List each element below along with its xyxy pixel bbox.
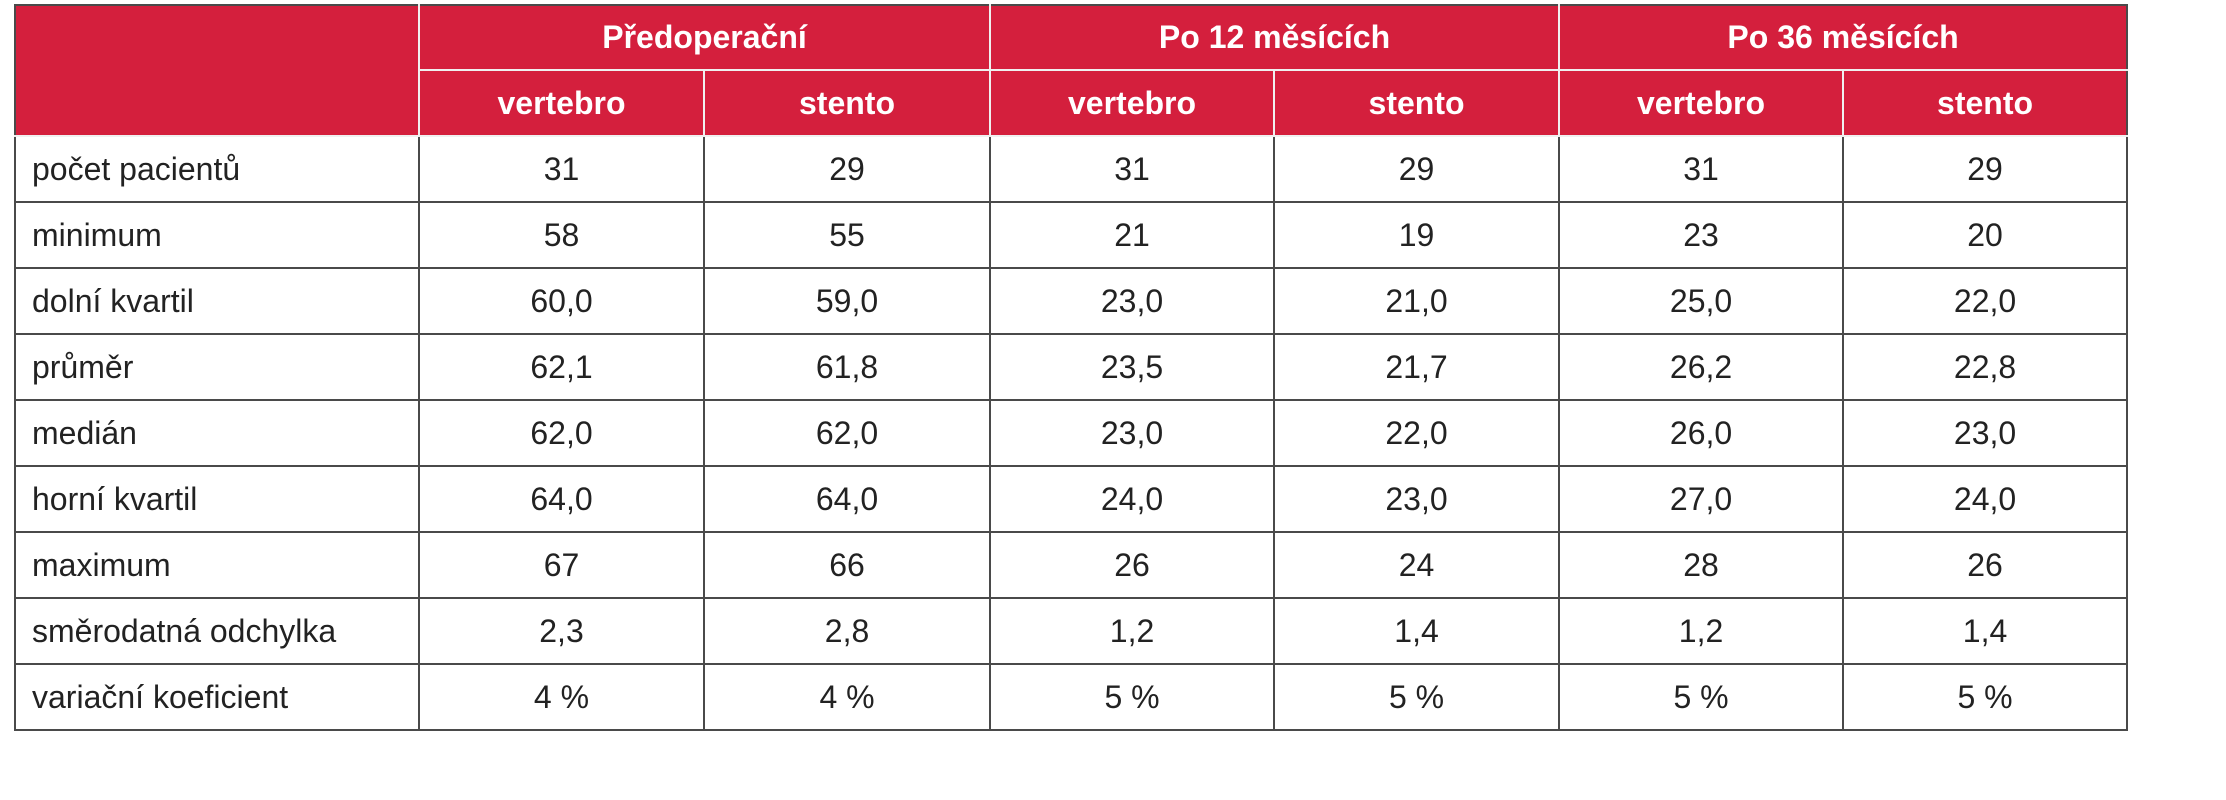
table-cell: 29 xyxy=(702,135,992,203)
row-label: variační koeficient xyxy=(14,663,420,731)
table-cell: 21 xyxy=(989,201,1276,269)
table-cell: 26,2 xyxy=(1558,333,1845,401)
table-cell: 26 xyxy=(989,531,1276,599)
table-cell: 64,0 xyxy=(418,465,705,533)
header-group-12-months: Po 12 měsících xyxy=(989,4,1561,71)
table-cell: 67 xyxy=(418,531,705,599)
table-cell: 23,5 xyxy=(989,333,1276,401)
table-cell: 22,0 xyxy=(1842,267,2129,335)
table-cell: 24,0 xyxy=(1842,465,2129,533)
table-cell: 21,0 xyxy=(1273,267,1561,335)
table-cell: 61,8 xyxy=(702,333,992,401)
table-cell: 59,0 xyxy=(702,267,992,335)
table-cell: 19 xyxy=(1273,201,1561,269)
row-label: horní kvartil xyxy=(14,465,420,533)
table-row: horní kvartil 64,0 64,0 24,0 23,0 27,0 24,0 xyxy=(14,465,2129,533)
table-cell: 5 % xyxy=(1558,663,1845,731)
table-cell: 26,0 xyxy=(1558,399,1845,467)
table-row: medián 62,0 62,0 23,0 22,0 26,0 23,0 xyxy=(14,399,2129,467)
table-cell: 31 xyxy=(1558,135,1845,203)
table-cell: 31 xyxy=(418,135,705,203)
table-cell: 62,0 xyxy=(418,399,705,467)
row-label: směrodatná odchylka xyxy=(14,597,420,665)
subheader-vertebro: vertebro xyxy=(989,69,1276,137)
table-cell: 5 % xyxy=(1842,663,2129,731)
row-label: průměr xyxy=(14,333,420,401)
table-cell: 2,8 xyxy=(702,597,992,665)
table-cell: 20 xyxy=(1842,201,2129,269)
row-label: počet pacientů xyxy=(14,135,420,203)
row-label: medián xyxy=(14,399,420,467)
table-cell: 23,0 xyxy=(989,267,1276,335)
subheader-stento: stento xyxy=(1842,69,2129,137)
table-row: průměr 62,1 61,8 23,5 21,7 26,2 22,8 xyxy=(14,333,2129,401)
table-cell: 21,7 xyxy=(1273,333,1561,401)
row-label: maximum xyxy=(14,531,420,599)
header-corner-cell xyxy=(14,4,420,137)
table-cell: 2,3 xyxy=(418,597,705,665)
table-cell: 1,2 xyxy=(989,597,1276,665)
table-cell: 22,0 xyxy=(1273,399,1561,467)
table-cell: 66 xyxy=(702,531,992,599)
table-cell: 5 % xyxy=(1273,663,1561,731)
table-cell: 27,0 xyxy=(1558,465,1845,533)
table-cell: 22,8 xyxy=(1842,333,2129,401)
table-cell: 24 xyxy=(1273,531,1561,599)
table-row: dolní kvartil 60,0 59,0 23,0 21,0 25,0 22,0 xyxy=(14,267,2129,335)
table-cell: 29 xyxy=(1273,135,1561,203)
table-row: variační koeficient 4 % 4 % 5 % 5 % 5 % 5 % xyxy=(14,663,2129,731)
subheader-row: vertebro stento vertebro stento vertebro… xyxy=(15,69,2129,137)
subheader-vertebro: vertebro xyxy=(418,69,705,137)
table-cell: 23,0 xyxy=(1273,465,1561,533)
table-cell: 24,0 xyxy=(989,465,1276,533)
table-body: počet pacientů 31 29 31 29 31 29 minimum 58 55 21 1… xyxy=(14,135,2129,731)
table-cell: 62,1 xyxy=(418,333,705,401)
table-cell: 26 xyxy=(1842,531,2129,599)
table-cell: 23 xyxy=(1558,201,1845,269)
table-cell: 5 % xyxy=(989,663,1276,731)
table-cell: 1,4 xyxy=(1842,597,2129,665)
subheader-stento: stento xyxy=(1273,69,1561,137)
header-group-preoperative: Předoperační xyxy=(417,4,992,71)
table-row: počet pacientů 31 29 31 29 31 29 xyxy=(14,135,2129,203)
table-row: směrodatná odchylka 2,3 2,8 1,2 1,4 1,2 1,4 xyxy=(14,597,2129,665)
table-cell: 60,0 xyxy=(418,267,705,335)
table-cell: 23,0 xyxy=(989,399,1276,467)
row-label: minimum xyxy=(14,201,420,269)
table-cell: 23,0 xyxy=(1842,399,2129,467)
table-row: minimum 58 55 21 19 23 20 xyxy=(14,201,2129,269)
table-cell: 4 % xyxy=(702,663,992,731)
subheader-stento: stento xyxy=(702,69,992,137)
group-header-row: Předoperační Po 12 měsících Po 36 měsící… xyxy=(14,4,2129,137)
table-row: maximum 67 66 26 24 28 26 xyxy=(14,531,2129,599)
table-cell: 64,0 xyxy=(702,465,992,533)
row-label: dolní kvartil xyxy=(14,267,420,335)
table-cell: 29 xyxy=(1842,135,2129,203)
table-cell: 62,0 xyxy=(702,399,992,467)
table-cell: 1,4 xyxy=(1273,597,1561,665)
statistics-table: Předoperační Po 12 měsících Po 36 měsící… xyxy=(14,4,2129,731)
table-cell: 55 xyxy=(702,201,992,269)
table-cell: 28 xyxy=(1558,531,1845,599)
header-group-36-months: Po 36 měsících xyxy=(1558,4,2129,71)
table-cell: 31 xyxy=(989,135,1276,203)
subheader-vertebro: vertebro xyxy=(1558,69,1845,137)
table-cell: 25,0 xyxy=(1558,267,1845,335)
table-cell: 1,2 xyxy=(1558,597,1845,665)
table-cell: 4 % xyxy=(418,663,705,731)
table-cell: 58 xyxy=(418,201,705,269)
